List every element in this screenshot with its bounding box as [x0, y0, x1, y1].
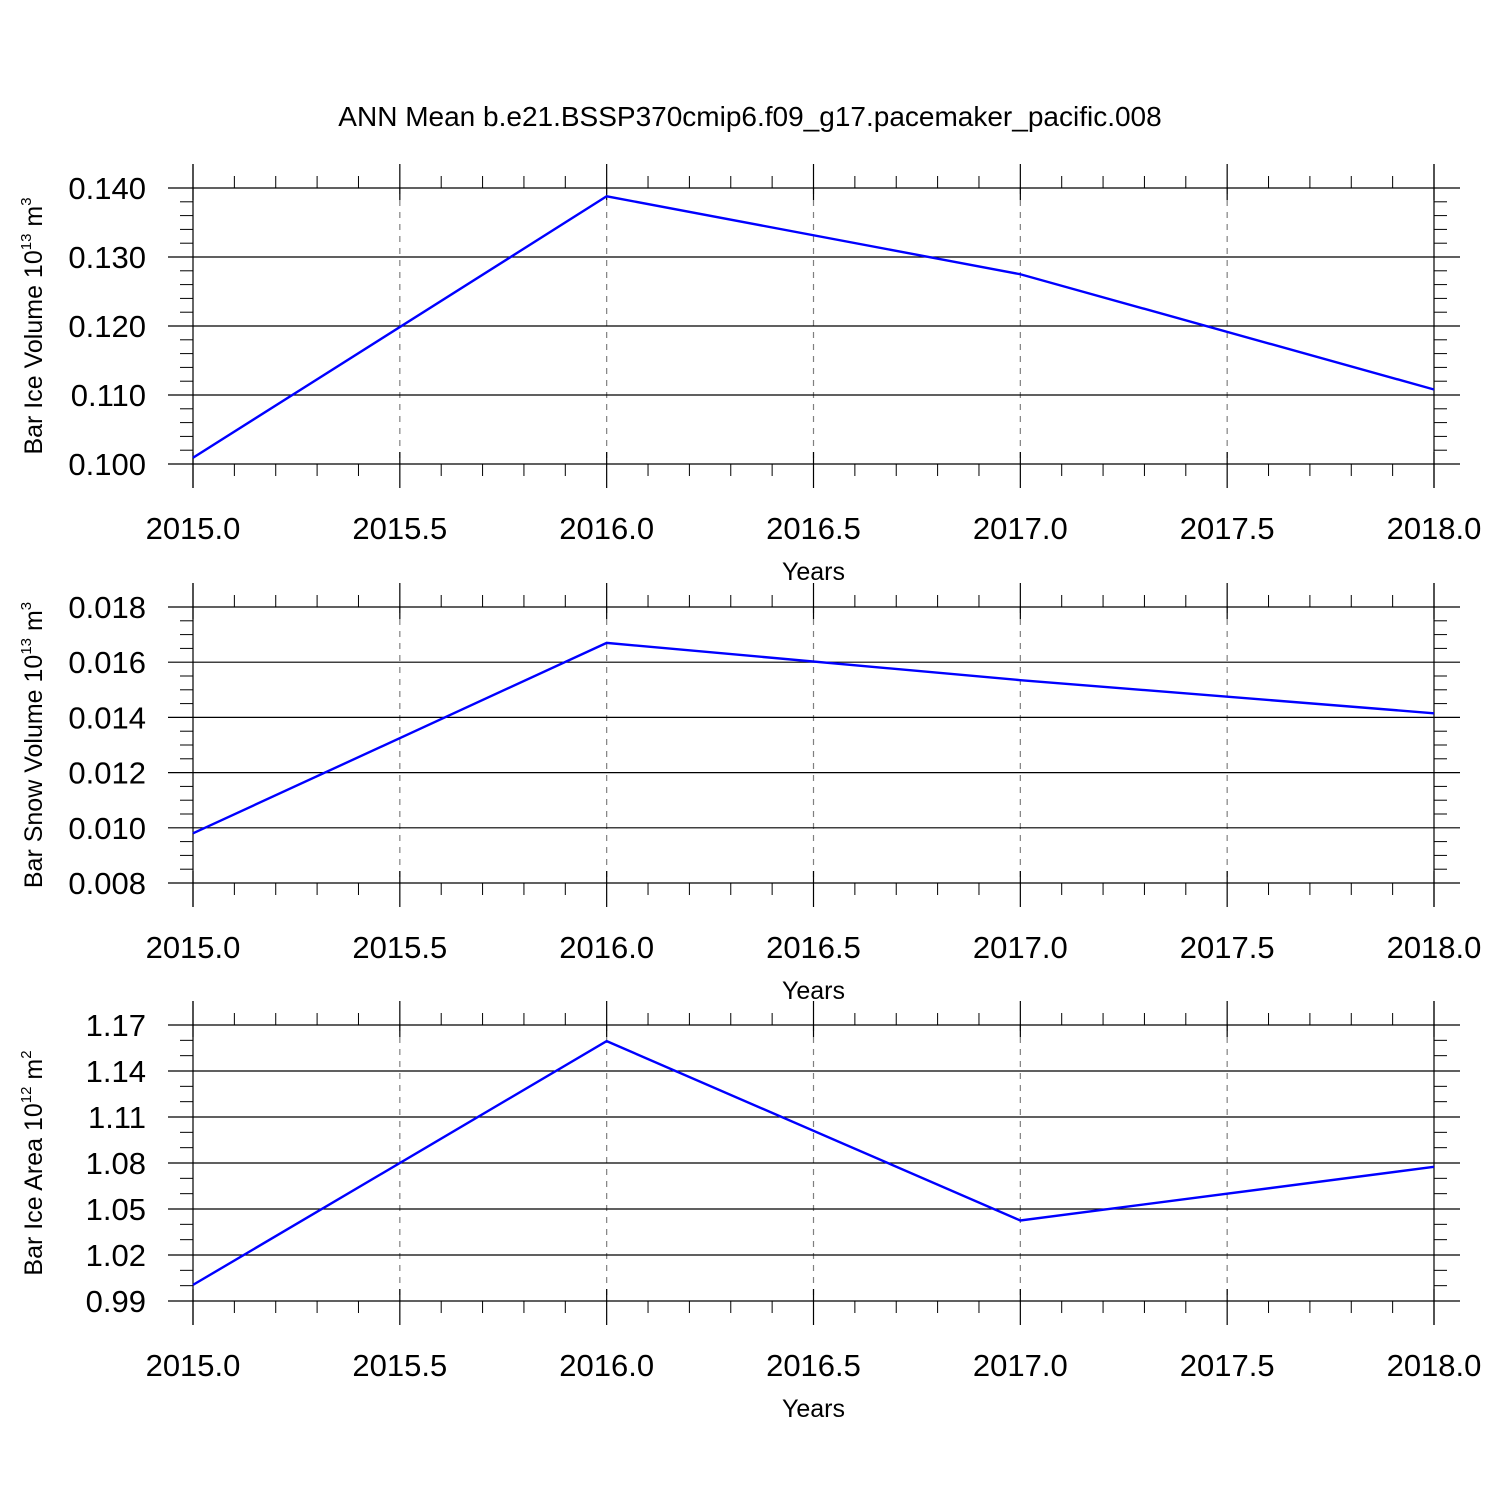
y-tick-label: 1.08	[86, 1146, 146, 1181]
x-tick-label: 2015.5	[352, 1348, 447, 1383]
y-axis-label-text: Bar Ice Volume 10	[20, 250, 48, 454]
x-tick-label: 2017.5	[1180, 930, 1275, 965]
y-axis-label: Bar Ice Area 1012 m2	[18, 1050, 48, 1275]
x-tick-label: 2015.0	[146, 930, 241, 965]
x-tick-label: 2018.0	[1387, 511, 1482, 546]
y-tick-label: 1.11	[88, 1100, 146, 1135]
y-tick-label: 1.05	[86, 1192, 146, 1227]
panel-2: 0.008 0.010 0.012 0.014 0.016 0.018 2015.0 2015…	[18, 583, 1481, 1005]
x-tick-label: 2015.5	[352, 511, 447, 546]
x-tick-label: 2016.5	[766, 930, 861, 965]
y-tick-label: 0.014	[68, 700, 146, 735]
y-tick-label: 0.120	[68, 309, 146, 344]
x-tick-label: 2015.0	[146, 511, 241, 546]
y-tick-label: 0.110	[71, 378, 146, 413]
y-tick-label: 1.02	[86, 1238, 146, 1273]
y-tick-label: 0.130	[68, 240, 146, 275]
y-axis-label-text: m	[20, 206, 48, 234]
x-tick-label: 2016.0	[559, 511, 654, 546]
x-tick-label: 2018.0	[1387, 930, 1482, 965]
y-axis-label-text: Bar Snow Volume 10	[20, 655, 48, 888]
y-axis-label-text: Bar Ice Area 10	[20, 1103, 48, 1275]
y-tick-label: 0.008	[68, 866, 146, 901]
y-tick-label: 0.012	[68, 756, 146, 791]
y-tick-label: 0.018	[68, 590, 146, 625]
chart-title: ANN Mean b.e21.BSSP370cmip6.f09_g17.pace…	[338, 101, 1161, 132]
y-axis-label-superscript: 13	[18, 638, 35, 655]
y-tick-label: 1.14	[86, 1054, 146, 1089]
y-tick-label: 0.140	[68, 171, 146, 206]
y-axis-label-text: m	[20, 610, 48, 638]
x-axis-label: Years	[782, 977, 845, 1005]
x-tick-label: 2017.0	[973, 930, 1068, 965]
series-line	[192, 641, 1435, 835]
y-tick-label: 0.100	[68, 447, 146, 482]
x-axis-label: Years	[782, 1395, 845, 1423]
panel-1: 0.100 0.110 0.120 0.130 0.140 2015.0 2015.5 201…	[18, 164, 1481, 586]
x-tick-label: 2018.0	[1387, 1348, 1482, 1383]
x-axis-label: Years	[782, 558, 845, 586]
x-tick-label: 2017.5	[1180, 511, 1275, 546]
y-tick-label: 0.016	[68, 645, 146, 680]
series-line	[192, 1039, 1435, 1286]
x-tick-label: 2015.5	[352, 930, 447, 965]
y-tick-label: 0.99	[86, 1284, 146, 1319]
y-axis-label-superscript: 12	[18, 1087, 35, 1104]
y-axis-label: Bar Snow Volume 1013 m3	[18, 602, 48, 888]
x-tick-label: 2017.0	[973, 1348, 1068, 1383]
x-tick-label: 2015.0	[146, 1348, 241, 1383]
y-axis-label-text: m	[20, 1059, 48, 1087]
panel-3: 0.99 1.02 1.05 1.08 1.11 1.14 1.17 2015.0 2015.5…	[18, 1001, 1481, 1423]
y-axis-label-superscript: 13	[18, 234, 35, 251]
x-tick-label: 2017.0	[973, 511, 1068, 546]
y-axis-label: Bar Ice Volume 1013 m3	[18, 197, 48, 454]
x-tick-label: 2016.5	[766, 511, 861, 546]
y-axis-label-superscript: 2	[18, 1050, 35, 1058]
y-tick-label: 0.010	[68, 811, 146, 846]
series-line	[192, 195, 1435, 459]
x-tick-label: 2016.5	[766, 1348, 861, 1383]
y-axis-label-superscript: 3	[18, 602, 35, 610]
y-tick-label: 1.17	[86, 1008, 146, 1043]
y-axis-label-superscript: 3	[18, 197, 35, 205]
x-tick-label: 2016.0	[559, 930, 654, 965]
x-tick-label: 2017.5	[1180, 1348, 1275, 1383]
x-tick-label: 2016.0	[559, 1348, 654, 1383]
